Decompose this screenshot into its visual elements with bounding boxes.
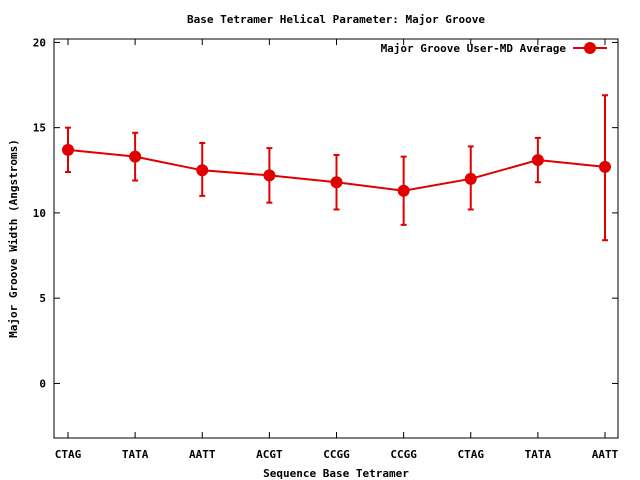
legend: Major Groove User-MD Average xyxy=(381,42,607,55)
data-point xyxy=(599,160,611,173)
x-tick-label: AATT xyxy=(189,448,216,461)
x-tick-label: ACGT xyxy=(256,448,283,461)
data-point xyxy=(531,154,544,167)
x-tick-label: CTAG xyxy=(458,448,485,461)
y-tick-label: 0 xyxy=(39,377,46,390)
data-point xyxy=(196,164,209,177)
data-point xyxy=(129,150,142,163)
data-point xyxy=(263,169,276,182)
x-tick-label: TATA xyxy=(122,448,149,461)
y-tick-label: 20 xyxy=(33,36,46,49)
x-axis-label: Sequence Base Tetramer xyxy=(263,467,409,480)
chart-title: Base Tetramer Helical Parameter: Major G… xyxy=(187,13,485,26)
x-tick-label: CCGG xyxy=(323,448,350,461)
y-tick-label: 5 xyxy=(39,292,46,305)
y-axis-label: Major Groove Width (Angstroms) xyxy=(7,139,20,338)
series-group xyxy=(62,94,611,242)
x-axis: CTAG TATA AATT ACGT CCGG CCGG CTAG TATA AATT xyxy=(55,39,619,461)
x-tick-label: CCGG xyxy=(390,448,417,461)
data-point xyxy=(464,172,477,185)
y-tick-label: 10 xyxy=(33,207,46,220)
plot-frame xyxy=(53,38,619,439)
x-tick-label: TATA xyxy=(525,448,552,461)
y-axis: 0 5 10 15 20 xyxy=(33,36,618,390)
data-point xyxy=(62,143,74,156)
legend-marker xyxy=(584,42,596,54)
y-tick-label: 15 xyxy=(33,122,46,135)
legend-label: Major Groove User-MD Average xyxy=(381,42,567,55)
data-point xyxy=(330,176,343,189)
x-tick-label: AATT xyxy=(592,448,619,461)
data-point xyxy=(397,184,410,197)
x-tick-label: CTAG xyxy=(55,448,82,461)
